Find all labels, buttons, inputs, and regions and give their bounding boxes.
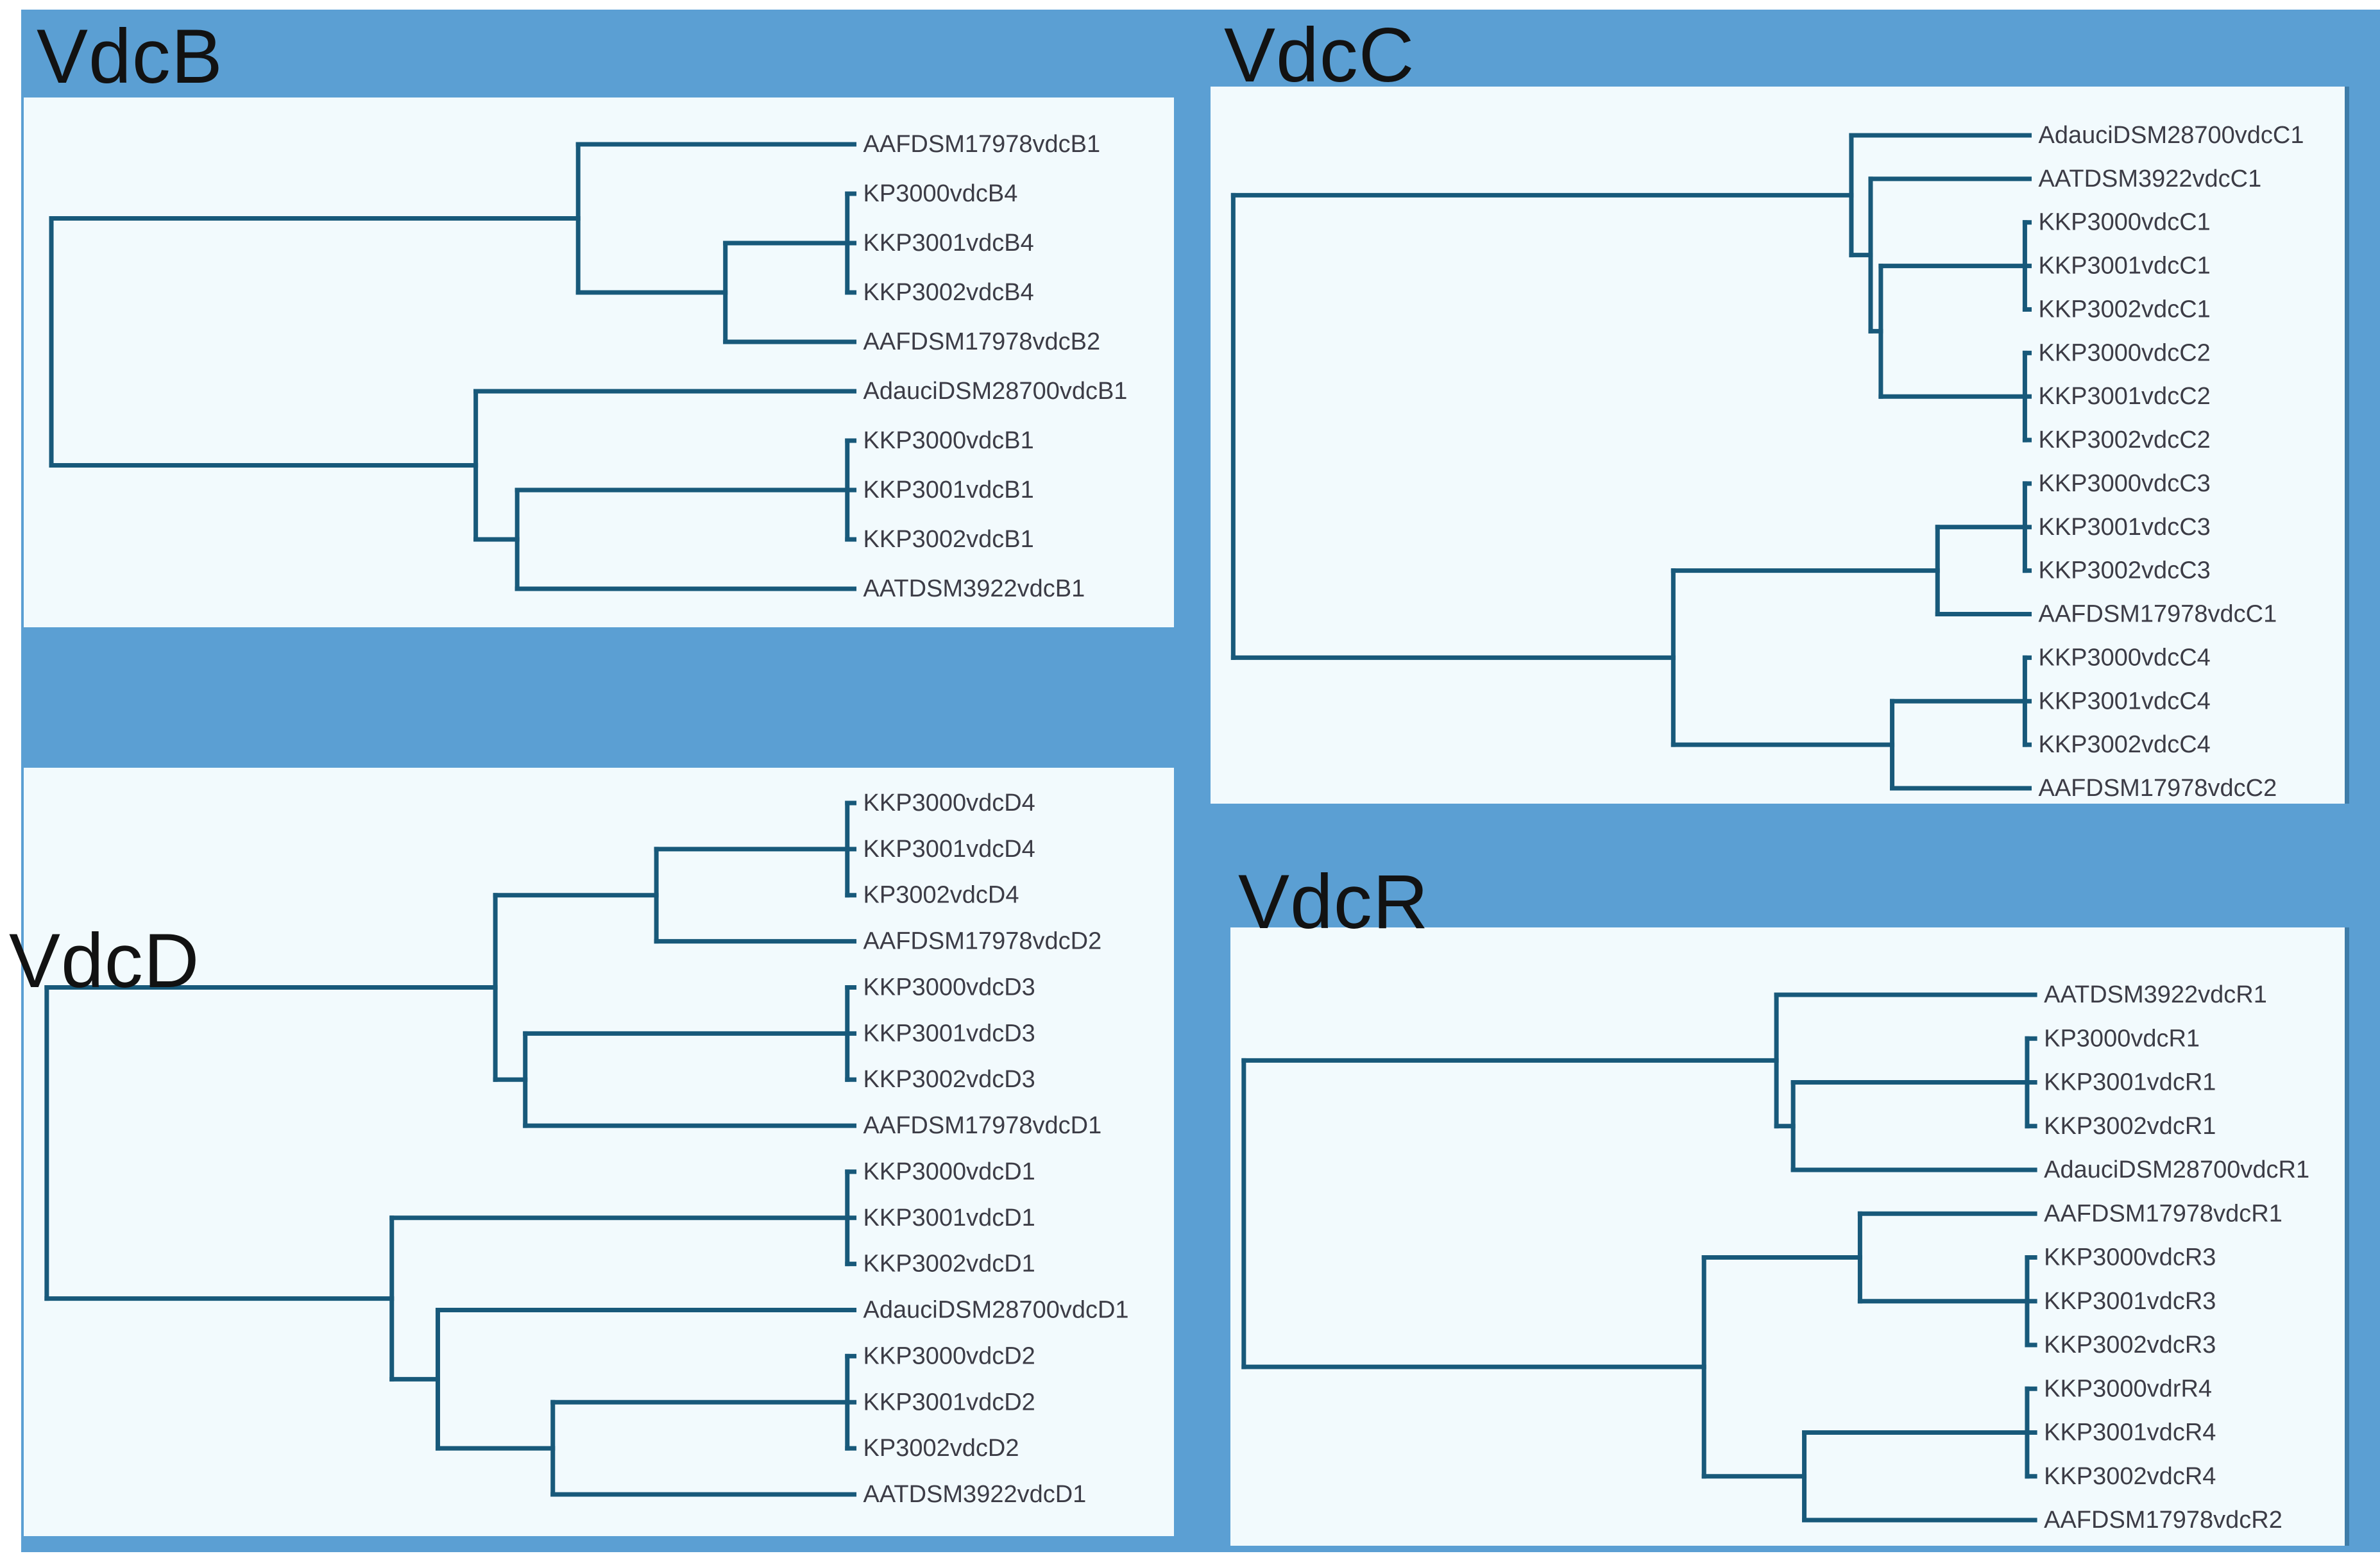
leaf-label: AdauciDSM28700vdcC1	[2038, 122, 2304, 149]
leaf-label: KKP3000vdcR3	[2044, 1244, 2216, 1271]
leaf-label: AdauciDSM28700vdcR1	[2044, 1156, 2309, 1183]
leaf-label: KKP3002vdcD1	[863, 1251, 1035, 1278]
leaf-label: KKP3002vdcC3	[2038, 557, 2210, 584]
leaf-label: AATDSM3922vdcB1	[863, 575, 1085, 602]
leaf-label: KKP3001vdcC4	[2038, 688, 2210, 715]
leaf-label: KKP3000vdcC2	[2038, 339, 2210, 366]
leaf-label: AAFDSM17978vdcR1	[2044, 1200, 2282, 1227]
leaf-label: AdauciDSM28700vdcD1	[863, 1297, 1129, 1324]
leaf-label: KKP3001vdcR3	[2044, 1288, 2216, 1315]
leaf-label: KKP3000vdcD2	[863, 1342, 1035, 1369]
leaf-label: KKP3001vdcD2	[863, 1389, 1035, 1416]
leaf-label: KP3002vdcD2	[863, 1435, 1019, 1462]
leaf-label: KKP3002vdcC2	[2038, 427, 2210, 453]
vdcr-title: VdcR	[1238, 859, 1429, 945]
leaf-label: AAFDSM17978vdcC2	[2038, 775, 2277, 802]
leaf-label: AAFDSM17978vdcB2	[863, 328, 1101, 355]
vdcb-panel: AAFDSM17978vdcB1 KP3000vdcB4 KKP3001vdcB4 K…	[24, 97, 1174, 627]
leaf-label: KKP3000vdcC4	[2038, 644, 2210, 671]
vdcr-panel: AATDSM3922vdcR1 KP3000vdcR1 KKP3001vdcR1 KK…	[1230, 927, 2349, 1546]
vdcc-title: VdcC	[1224, 12, 1415, 98]
leaf-label: KP3000vdcB4	[863, 180, 1018, 207]
leaf-label: KKP3001vdcD4	[863, 836, 1035, 863]
leaf-label: KKP3001vdcC3	[2038, 514, 2210, 541]
leaf-label: KKP3001vdcD3	[863, 1020, 1035, 1047]
leaf-label: KKP3002vdcR1	[2044, 1113, 2216, 1140]
leaf-label: KKP3002vdcB4	[863, 279, 1034, 306]
leaf-label: KKP3000vdcC1	[2038, 209, 2210, 236]
vdcd-dendrogram: KKP3000vdcD4 KKP3001vdcD4 KP3002vdcD4 AAFDS…	[44, 790, 1129, 1508]
leaf-label: KKP3000vdcD3	[863, 974, 1035, 1001]
leaf-label: AAFDSM17978vdcD1	[863, 1112, 1102, 1139]
leaf-label: KP3002vdcD4	[863, 882, 1019, 909]
vdcr-dendrogram: AATDSM3922vdcR1 KP3000vdcR1 KKP3001vdcR1 KK…	[1241, 981, 2309, 1534]
leaf-label: KKP3001vdcR4	[2044, 1419, 2216, 1446]
leaf-label: AdauciDSM28700vdcB1	[863, 378, 1128, 405]
leaf-label: AAFDSM17978vdcR2	[2044, 1507, 2282, 1534]
leaf-label: KKP3000vdcD1	[863, 1158, 1035, 1185]
leaf-label: KKP3001vdcC1	[2038, 253, 2210, 280]
leaf-label: KKP3002vdcR3	[2044, 1332, 2216, 1358]
leaf-label: KKP3001vdcB1	[863, 477, 1034, 503]
leaf-label: KKP3001vdcD1	[863, 1205, 1035, 1231]
leaf-label: AAFDSM17978vdcD2	[863, 928, 1102, 955]
leaf-label: KKP3001vdcC2	[2038, 383, 2210, 410]
leaf-label: AAFDSM17978vdcB1	[863, 131, 1101, 158]
leaf-label: AATDSM3922vdcR1	[2044, 981, 2267, 1008]
leaf-label: KP3000vdcR1	[2044, 1025, 2200, 1052]
leaf-label: KKP3002vdcC1	[2038, 296, 2210, 323]
leaf-label: KKP3000vdcC3	[2038, 470, 2210, 497]
vdcd-panel: KKP3000vdcD4 KKP3001vdcD4 KP3002vdcD4 AAFDS…	[24, 768, 1174, 1536]
leaf-label: AAFDSM17978vdcC1	[2038, 601, 2277, 628]
vdcb-dendrogram: AAFDSM17978vdcB1 KP3000vdcB4 KKP3001vdcB4 K…	[49, 131, 1128, 602]
leaf-label: KKP3001vdcR1	[2044, 1069, 2216, 1096]
leaf-label: AATDSM3922vdcC1	[2038, 165, 2261, 192]
vdcb-title: VdcB	[37, 13, 223, 99]
leaf-label: KKP3002vdcC4	[2038, 731, 2210, 758]
leaf-label: KKP3001vdcB4	[863, 230, 1034, 257]
leaf-label: KKP3002vdcR4	[2044, 1463, 2216, 1490]
leaf-label: KKP3002vdcB1	[863, 526, 1034, 553]
leaf-label: AATDSM3922vdcD1	[863, 1481, 1087, 1508]
leaf-label: KKP3002vdcD3	[863, 1066, 1035, 1093]
vdcd-title: VdcD	[9, 918, 200, 1004]
vdcc-panel: AdauciDSM28700vdcC1 AATDSM3922vdcC1 KKP300…	[1211, 87, 2349, 804]
leaf-label: KKP3000vdcD4	[863, 790, 1035, 816]
leaf-label: KKP3000vdrR4	[2044, 1375, 2212, 1402]
vdcc-dendrogram: AdauciDSM28700vdcC1 AATDSM3922vdcC1 KKP300…	[1230, 122, 2304, 802]
leaf-label: KKP3000vdcB1	[863, 427, 1034, 454]
